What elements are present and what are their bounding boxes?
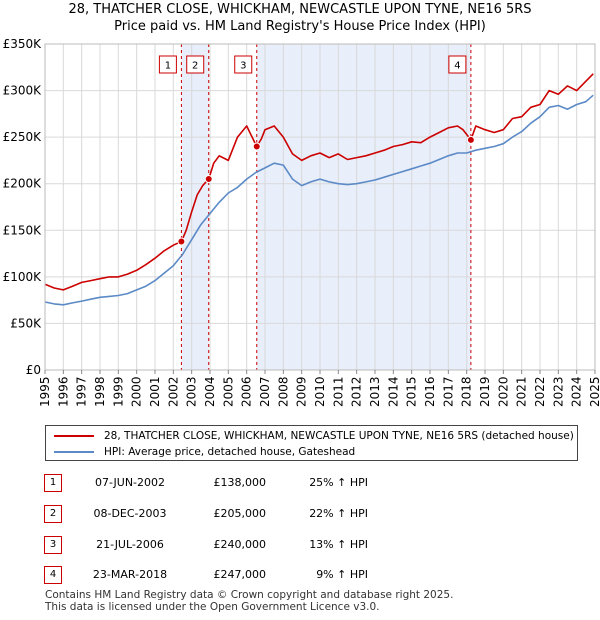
- sale-label-number: 3: [240, 61, 246, 72]
- x-tick-label: 2011: [331, 376, 345, 407]
- footer-line2: This data is licensed under the Open Gov…: [45, 601, 380, 613]
- x-tick-label: 2016: [423, 376, 437, 407]
- x-tick-label: 2012: [350, 376, 364, 407]
- x-tick-label: 2003: [185, 376, 199, 407]
- sale-point: [177, 237, 186, 246]
- sale-label-box: [448, 55, 467, 74]
- y-tick-label: £200K: [3, 177, 43, 191]
- sale-point: [466, 135, 475, 144]
- y-tick-label: £300K: [3, 84, 43, 98]
- sale-price: £205,000: [213, 507, 267, 520]
- y-tick-label: £350K: [3, 37, 43, 51]
- sale-label-box: [234, 55, 253, 74]
- x-tick-label: 2024: [570, 376, 584, 407]
- legend: 28, THATCHER CLOSE, WHICKHAM, NEWCASTLE …: [45, 425, 578, 461]
- sale-number: 3: [44, 536, 62, 554]
- sale-point: [252, 142, 261, 151]
- sale-number: 1: [44, 474, 62, 492]
- sale-date: 23-MAR-2018: [92, 568, 168, 581]
- x-tick-label: 2006: [240, 376, 254, 407]
- legend-swatch-property: [54, 435, 94, 437]
- sale-row: 2 08-DEC-2003 £205,000 22% ↑ HPI: [0, 505, 600, 525]
- x-tick-label: 2004: [203, 376, 217, 407]
- x-tick-label: 2022: [533, 376, 547, 407]
- x-tick-label: 2015: [405, 376, 419, 407]
- y-tick-label: £50K: [10, 316, 42, 330]
- sale-number: 2: [44, 505, 62, 523]
- sale-hpi-change: 9% ↑ HPI: [316, 568, 368, 581]
- sale-label-box: [186, 55, 205, 74]
- x-tick-label: 2025: [588, 376, 600, 407]
- series-line-property: [44, 73, 594, 291]
- x-tick-label: 1998: [93, 376, 107, 407]
- sale-hpi-change: 13% ↑ HPI: [309, 538, 368, 551]
- y-tick-label: £250K: [3, 130, 43, 144]
- legend-item-property: 28, THATCHER CLOSE, WHICKHAM, NEWCASTLE …: [54, 428, 574, 444]
- sale-price: £240,000: [213, 538, 267, 551]
- sale-label-box: [158, 55, 177, 74]
- footer-attribution: Contains HM Land Registry data © Crown c…: [45, 589, 453, 613]
- x-tick-label: 2010: [313, 376, 327, 407]
- footer-line1: Contains HM Land Registry data © Crown c…: [45, 589, 454, 601]
- x-tick-label: 1997: [75, 376, 89, 407]
- x-tick-label: 1995: [38, 376, 52, 407]
- sale-row: 1 07-JUN-2002 £138,000 25% ↑ HPI: [0, 474, 600, 494]
- x-tick-label: 2009: [295, 376, 309, 407]
- shaded-period: [256, 44, 471, 370]
- sale-price: £138,000: [213, 476, 267, 489]
- x-tick-label: 2017: [441, 376, 455, 407]
- sale-point: [204, 175, 213, 184]
- x-tick-label: 2007: [258, 376, 272, 407]
- x-tick-label: 2002: [166, 376, 180, 407]
- sale-date: 07-JUN-2002: [94, 476, 166, 489]
- x-tick-label: 2014: [386, 376, 400, 407]
- legend-item-hpi: HPI: Average price, detached house, Gate…: [54, 444, 355, 460]
- sale-label-number: 1: [165, 61, 171, 72]
- x-tick-label: 1996: [56, 376, 70, 407]
- chart-title-line2: Price paid vs. HM Land Registry's House …: [114, 19, 486, 34]
- sale-hpi-change: 25% ↑ HPI: [309, 476, 368, 489]
- x-tick-label: 2000: [130, 376, 144, 407]
- x-tick-label: 2005: [221, 376, 235, 407]
- sale-date: 08-DEC-2003: [93, 507, 167, 520]
- sale-label-number: 4: [454, 61, 460, 72]
- sale-row: 4 23-MAR-2018 £247,000 9% ↑ HPI: [0, 566, 600, 586]
- legend-swatch-hpi: [54, 451, 94, 453]
- x-tick-label: 2020: [496, 376, 510, 407]
- series-line-hpi: [44, 94, 594, 306]
- price-chart: 1 2 3 4 £0 £50K £100K £150K £200K £250K £300K £350K…: [3, 37, 600, 407]
- y-tick-label: £100K: [3, 270, 43, 284]
- x-tick-label: 2023: [551, 376, 565, 407]
- x-tick-label: 2001: [148, 376, 162, 407]
- x-tick-label: 2021: [515, 376, 529, 407]
- legend-label-hpi: HPI: Average price, detached house, Gate…: [104, 446, 356, 458]
- y-tick-label: £0: [26, 363, 41, 377]
- x-tick-label: 2018: [460, 376, 474, 407]
- sale-date: 21-JUL-2006: [96, 538, 164, 551]
- chart-title-line1: 28, THATCHER CLOSE, WHICKHAM, NEWCASTLE …: [68, 2, 532, 17]
- sale-hpi-change: 22% ↑ HPI: [309, 507, 368, 520]
- y-tick-label: £150K: [3, 223, 43, 237]
- sale-number: 4: [44, 566, 62, 584]
- sale-price: £247,000: [213, 568, 267, 581]
- x-tick-label: 2013: [368, 376, 382, 407]
- shaded-period: [181, 44, 209, 370]
- sale-row: 3 21-JUL-2006 £240,000 13% ↑ HPI: [0, 536, 600, 556]
- x-tick-label: 1999: [111, 376, 125, 407]
- x-tick-label: 2019: [478, 376, 492, 407]
- legend-label-property: 28, THATCHER CLOSE, WHICKHAM, NEWCASTLE …: [104, 430, 574, 442]
- x-tick-label: 2008: [276, 376, 290, 407]
- sale-label-number: 2: [192, 61, 198, 72]
